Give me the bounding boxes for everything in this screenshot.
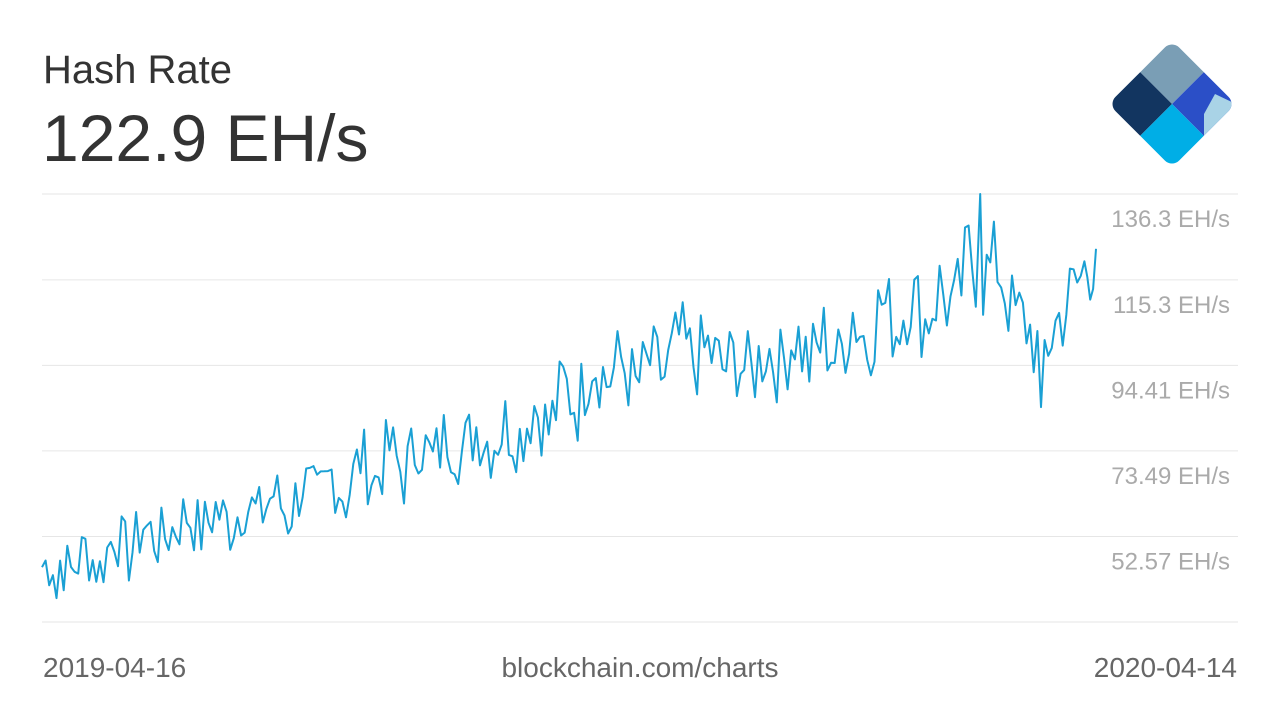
logo-right-edge: [1204, 94, 1236, 136]
y-tick-label: 52.57 EH/s: [1111, 548, 1230, 575]
y-tick-label: 94.41 EH/s: [1111, 377, 1230, 404]
chart-grid: [42, 193, 1238, 623]
blockchain-diamond-logo-icon: [1108, 40, 1236, 168]
chart-plot-area: [41, 193, 1097, 600]
y-tick-label: 115.3 EH/s: [1113, 292, 1230, 319]
y-axis-ticks: 136.3 EH/s 115.3 EH/s 94.41 EH/s 73.49 EH/s…: [1111, 206, 1230, 575]
current-hash-rate-value: 122.9 EH/s: [42, 101, 369, 175]
chart-title: Hash Rate: [43, 48, 232, 92]
start-date-label: 2019-04-16: [43, 652, 187, 683]
end-date-label: 2020-04-14: [1093, 652, 1237, 683]
source-link[interactable]: blockchain.com/charts: [501, 652, 779, 683]
y-tick-label: 73.49 EH/s: [1111, 463, 1230, 490]
y-tick-label: 136.3 EH/s: [1111, 206, 1230, 233]
hash-rate-series-line: [41, 193, 1097, 600]
